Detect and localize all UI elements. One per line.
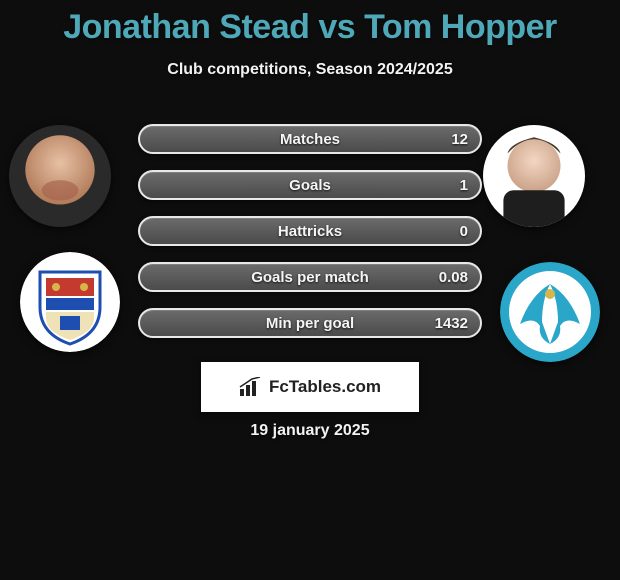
date-text: 19 january 2025 (0, 422, 620, 440)
attribution-text: FcTables.com (269, 377, 381, 397)
stat-row-goals: Goals 1 (138, 170, 482, 200)
stat-right-value: 12 (451, 131, 468, 148)
stat-row-hattricks: Hattricks 0 (138, 216, 482, 246)
stat-row-goals-per-match: Goals per match 0.08 (138, 262, 482, 292)
attribution-badge: FcTables.com (201, 362, 419, 412)
stat-label: Goals per match (251, 269, 369, 286)
stat-label: Hattricks (278, 223, 342, 240)
stat-label: Goals (289, 177, 331, 194)
club-left-crest (20, 252, 120, 352)
stat-label: Matches (280, 131, 340, 148)
stat-row-matches: Matches 12 (138, 124, 482, 154)
player-left-avatar (9, 125, 111, 227)
stat-right-value: 0 (460, 223, 468, 240)
stat-label: Min per goal (266, 315, 354, 332)
stat-right-value: 1432 (435, 315, 468, 332)
stat-row-min-per-goal: Min per goal 1432 (138, 308, 482, 338)
chart-icon (239, 377, 263, 397)
page-title: Jonathan Stead vs Tom Hopper (0, 0, 620, 47)
stat-right-value: 0.08 (439, 269, 468, 286)
subtitle: Club competitions, Season 2024/2025 (0, 61, 620, 79)
player-right-avatar (483, 125, 585, 227)
club-right-crest (500, 262, 600, 362)
stats-list: Matches 12 Goals 1 Hattricks 0 Goals per… (138, 124, 482, 338)
stat-right-value: 1 (460, 177, 468, 194)
